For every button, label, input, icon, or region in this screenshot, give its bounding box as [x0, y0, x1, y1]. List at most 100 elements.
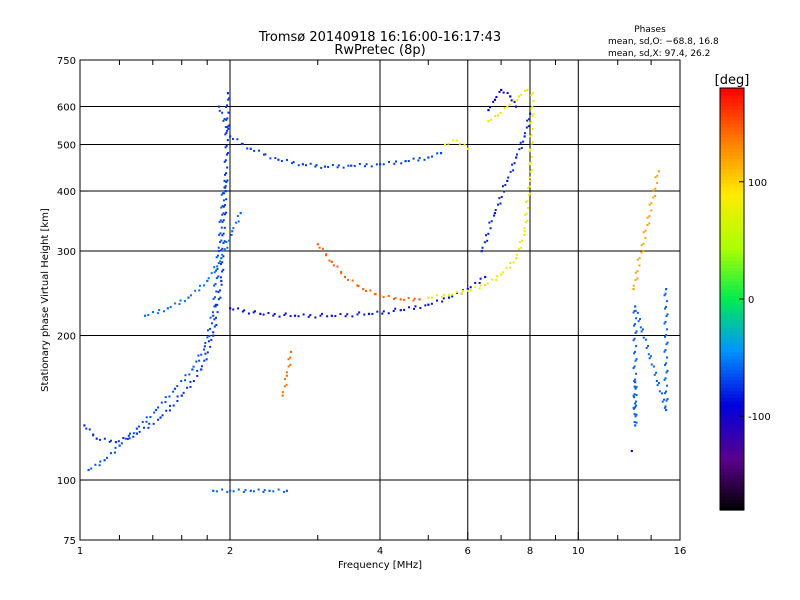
- colorbar-segment: [720, 379, 744, 384]
- data-point: [225, 131, 228, 134]
- data-point: [216, 265, 219, 268]
- grid: [80, 60, 680, 540]
- colorbar-segment: [720, 158, 744, 163]
- data-point: [191, 368, 194, 371]
- data-point: [214, 316, 217, 319]
- data-point: [497, 203, 500, 206]
- colorbar-segment: [720, 175, 744, 181]
- colorbar-segment: [720, 288, 744, 293]
- data-point: [224, 204, 227, 207]
- data-point: [223, 213, 226, 216]
- data-point: [235, 221, 238, 224]
- colorbar-segment: [720, 492, 744, 497]
- data-point: [217, 262, 220, 265]
- data-point: [382, 310, 385, 313]
- data-point: [309, 314, 312, 317]
- data-point: [370, 165, 373, 168]
- data-point: [403, 308, 406, 311]
- y-axis-label: Stationary phase Virtual Height [km]: [40, 208, 51, 392]
- data-point: [634, 278, 637, 281]
- data-point: [427, 296, 430, 299]
- data-point: [522, 140, 525, 143]
- data-point: [204, 352, 207, 355]
- data-point: [648, 215, 651, 218]
- data-point: [227, 124, 230, 127]
- data-point: [646, 216, 649, 219]
- colorbar-segment: [720, 182, 744, 188]
- data-point: [225, 172, 228, 175]
- data-point: [356, 284, 359, 287]
- data-point: [648, 222, 651, 225]
- data-point: [520, 93, 523, 96]
- data-point: [342, 166, 345, 169]
- data-point: [633, 396, 636, 399]
- data-point: [632, 288, 635, 291]
- data-point: [226, 126, 229, 129]
- data-point: [528, 176, 531, 179]
- data-point: [152, 310, 155, 313]
- data-point: [665, 288, 668, 291]
- data-point: [320, 166, 323, 169]
- data-point: [226, 490, 229, 493]
- colorbar-segment: [720, 481, 744, 486]
- data-point: [344, 315, 347, 318]
- colorbar-segment: [720, 88, 744, 93]
- colorbar-segment: [720, 499, 744, 504]
- colorbar-segment: [720, 400, 744, 406]
- data-point: [656, 384, 659, 387]
- data-point: [665, 315, 668, 318]
- colorbar-segment: [720, 274, 744, 279]
- data-point: [229, 307, 232, 310]
- data-point: [200, 353, 203, 356]
- colorbar-segment: [720, 147, 744, 152]
- data-point: [520, 246, 523, 249]
- data-point: [502, 271, 505, 274]
- data-point: [208, 327, 211, 330]
- data-point: [525, 126, 528, 129]
- data-point: [374, 292, 377, 295]
- data-point: [281, 391, 284, 394]
- data-point: [83, 424, 86, 427]
- data-point: [222, 199, 225, 202]
- data-point: [315, 164, 318, 167]
- data-point: [531, 92, 534, 95]
- x-tick-label: 10: [572, 546, 585, 557]
- data-point: [314, 165, 317, 168]
- data-point: [145, 416, 148, 419]
- data-point: [634, 406, 637, 409]
- data-point: [665, 390, 668, 393]
- data-point: [356, 313, 359, 316]
- data-point: [267, 311, 270, 314]
- colorbar-label: [deg]: [715, 73, 750, 88]
- data-point: [635, 385, 638, 388]
- x-tick-label: 4: [377, 546, 383, 557]
- colorbar-segment: [720, 502, 744, 508]
- colorbar-segment: [720, 140, 744, 145]
- data-point: [367, 312, 371, 315]
- data-point: [650, 363, 653, 366]
- data-point: [204, 342, 207, 345]
- data-point: [291, 162, 294, 165]
- data-point: [503, 190, 506, 193]
- data-point: [654, 187, 657, 190]
- data-point: [219, 219, 222, 222]
- colorbar-segment: [720, 383, 744, 388]
- data-point: [94, 463, 97, 466]
- data-point: [141, 421, 144, 424]
- data-point: [138, 430, 141, 433]
- data-point: [257, 488, 260, 491]
- chart-subtitle: RwPretec (8p): [334, 43, 425, 58]
- data-point: [407, 160, 410, 163]
- data-point: [530, 169, 533, 172]
- data-point: [636, 277, 639, 280]
- data-point: [523, 135, 526, 138]
- colorbar-segment: [720, 263, 744, 268]
- data-point: [293, 314, 297, 317]
- y-tick-label: 75: [63, 536, 76, 547]
- data-point: [186, 386, 189, 389]
- data-point: [285, 489, 288, 492]
- colorbar-segment: [720, 446, 744, 451]
- data-point: [192, 379, 195, 382]
- data-point: [120, 442, 123, 445]
- colorbar-segment: [720, 228, 744, 233]
